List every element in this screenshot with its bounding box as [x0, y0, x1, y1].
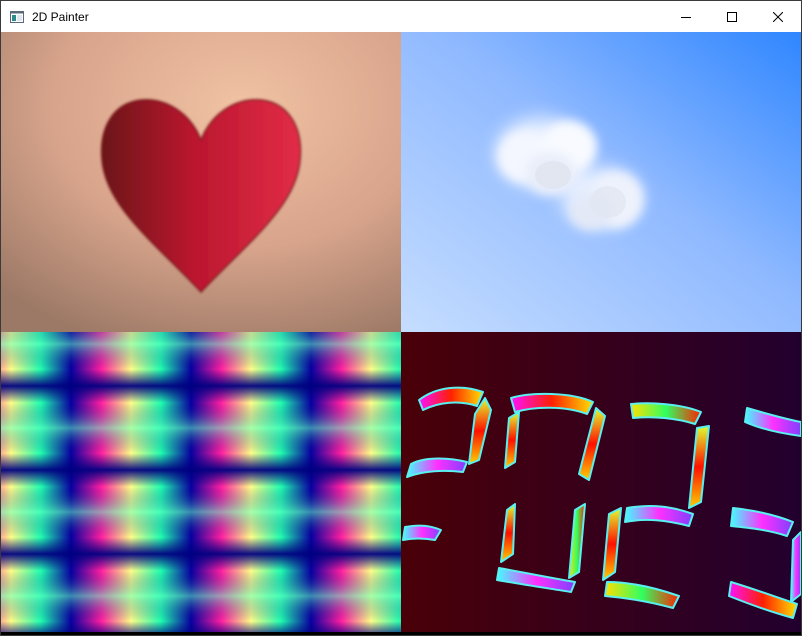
app-window-icon [10, 10, 24, 23]
heart-icon [1, 32, 401, 332]
window-controls [663, 1, 801, 32]
plaid-panel [1, 332, 401, 632]
painter-canvas[interactable] [1, 32, 801, 632]
year-digits-panel [401, 332, 801, 632]
maximize-button[interactable] [709, 1, 755, 32]
close-icon [773, 11, 783, 22]
heart-panel [1, 32, 401, 332]
sky-cloud-panel [401, 32, 801, 332]
title-bar[interactable]: 2D Painter [1, 1, 801, 32]
close-button[interactable] [755, 1, 801, 32]
minimize-icon [681, 16, 691, 18]
minimize-button[interactable] [663, 1, 709, 32]
window-title: 2D Painter [32, 9, 89, 24]
cloud-icon [401, 32, 801, 332]
maximize-icon [727, 11, 737, 22]
pattern-icon [1, 332, 401, 632]
digits-icon [401, 332, 801, 632]
